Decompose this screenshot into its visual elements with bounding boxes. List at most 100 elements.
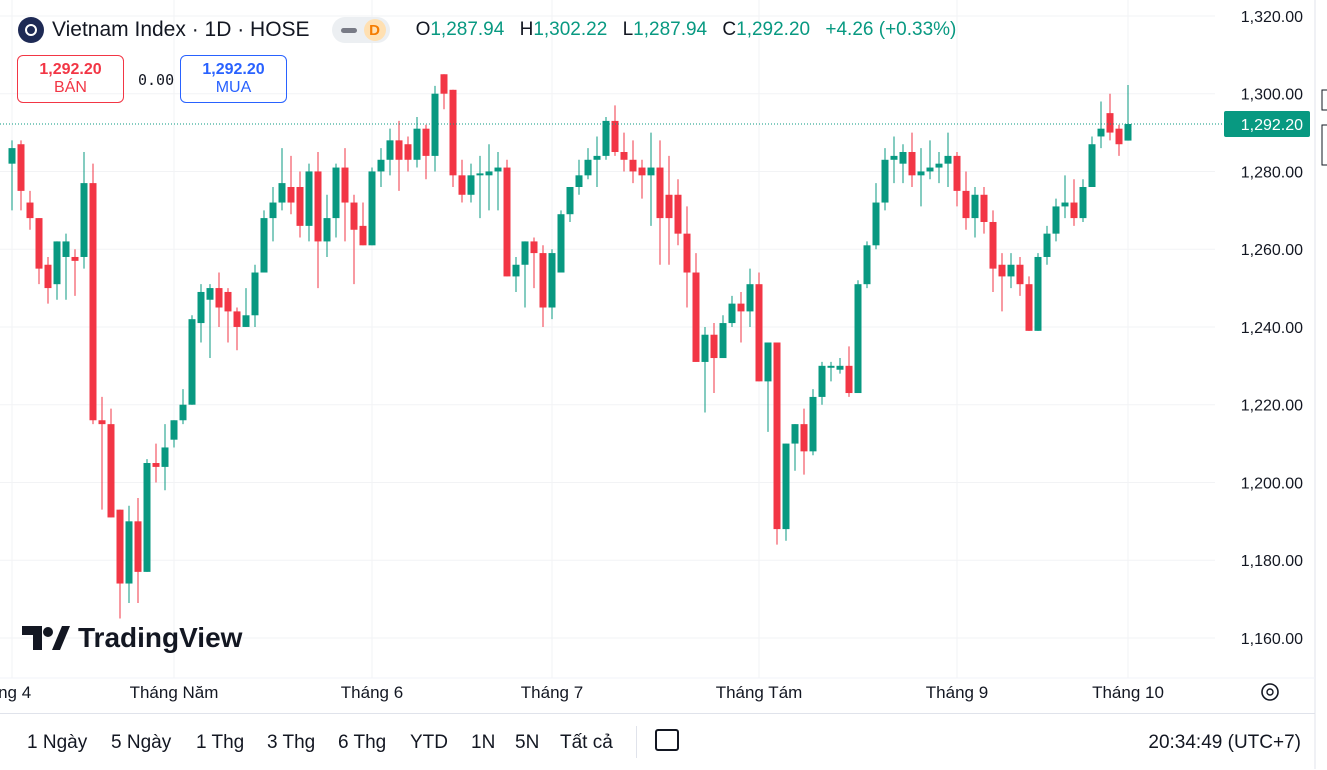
settings-icon-center xyxy=(1266,688,1274,696)
candle-body xyxy=(116,509,124,584)
candle-body xyxy=(323,218,331,242)
range-button[interactable]: 3 Thg xyxy=(267,732,316,753)
y-tick-label: 1,280.00 xyxy=(1241,164,1303,181)
candle-body xyxy=(305,171,313,226)
candle-body xyxy=(674,194,682,234)
candle-body xyxy=(152,463,160,467)
candle-body xyxy=(386,140,394,160)
candle-body xyxy=(593,155,601,160)
symbol-title[interactable]: Vietnam Index · 1D · HOSE xyxy=(52,18,310,41)
candle-body xyxy=(8,148,16,164)
sell-label: BÁN xyxy=(54,79,87,96)
candle-body xyxy=(26,202,34,219)
candle-body xyxy=(917,171,925,176)
candle-body xyxy=(35,218,43,269)
candle-body xyxy=(521,241,529,265)
y-tick-label: 1,160.00 xyxy=(1241,631,1303,648)
candle-body xyxy=(755,284,763,382)
candle-body xyxy=(602,120,610,156)
candle-body xyxy=(737,303,745,312)
candle-body xyxy=(422,128,430,156)
candle-body xyxy=(971,194,979,219)
clock[interactable]: 20:34:49 (UTC+7) xyxy=(1148,732,1301,753)
candle-body xyxy=(764,342,772,382)
sell-button[interactable]: 1,292.20 BÁN xyxy=(17,55,124,103)
last-price-box xyxy=(1224,111,1310,138)
y-tick-label: 1,260.00 xyxy=(1241,242,1303,259)
candle-body xyxy=(692,272,700,362)
candle-body xyxy=(269,202,277,219)
candle-body xyxy=(89,183,97,421)
candle-body xyxy=(566,186,574,215)
candle-body xyxy=(458,175,466,195)
candle-body xyxy=(845,365,853,394)
candle-body xyxy=(377,159,385,172)
range-button[interactable]: 5 Ngày xyxy=(111,732,172,753)
candle-body xyxy=(962,190,970,219)
x-tick-label: Tháng 10 xyxy=(1092,683,1164,702)
candle-body xyxy=(179,404,187,421)
market-status[interactable]: D xyxy=(331,17,390,43)
candle-body xyxy=(953,155,961,191)
badge: D xyxy=(363,19,386,41)
logo-icon xyxy=(22,626,70,650)
candle-body xyxy=(575,175,583,187)
candle-body xyxy=(368,171,376,246)
x-tick-label: Tháng 6 xyxy=(341,683,403,702)
candle-body xyxy=(62,241,70,257)
candle-body xyxy=(296,186,304,226)
l-label: L xyxy=(622,19,634,40)
candle-body xyxy=(467,175,475,195)
range-button[interactable]: YTD xyxy=(410,732,448,753)
legend-header: Vietnam Index · 1D · HOSE D O1,287.94 H1… xyxy=(18,17,956,43)
y-tick-label: 1,300.00 xyxy=(1241,87,1303,104)
candle-body xyxy=(395,140,403,160)
separator xyxy=(636,726,637,758)
candle-body xyxy=(647,167,655,176)
candle-body xyxy=(782,443,790,530)
candle-body xyxy=(818,365,826,397)
candle-body xyxy=(359,225,367,246)
candle-body xyxy=(161,447,169,467)
candle-body xyxy=(827,365,835,368)
candle-body xyxy=(449,89,457,176)
candle-body xyxy=(584,159,592,176)
candle-body xyxy=(431,93,439,156)
bottom-toolbar: 1 Ngày 5 Ngày 1 Thg 3 Thg 6 Thg YTD 1N 5N Tất cả… xyxy=(0,713,1315,770)
candle-body xyxy=(17,144,25,191)
settings-icon[interactable] xyxy=(1261,683,1279,701)
candle-body xyxy=(935,163,943,168)
candle-body xyxy=(557,214,565,273)
candle-body xyxy=(1124,124,1132,141)
candle-body xyxy=(242,315,250,327)
date-range-icon[interactable] xyxy=(655,729,679,751)
candle-body xyxy=(926,167,934,172)
candle-body xyxy=(791,424,799,444)
candle-body xyxy=(710,334,718,359)
candle-body xyxy=(1079,186,1087,219)
candle-body xyxy=(170,420,178,440)
candle-body xyxy=(1106,113,1114,133)
candle-body xyxy=(1007,264,1015,277)
candle-body xyxy=(872,202,880,246)
range-button[interactable]: 1 Thg xyxy=(196,732,245,753)
candle-body xyxy=(251,272,259,316)
candle-body xyxy=(683,233,691,273)
spread: 0.00 xyxy=(138,71,175,89)
candle-body xyxy=(1070,202,1078,219)
side-icon xyxy=(1321,89,1327,166)
candle-body xyxy=(1052,206,1060,234)
range-button[interactable]: Tất cả xyxy=(560,732,613,753)
buy-button[interactable]: 1,292.20 MUA xyxy=(180,55,287,103)
range-button[interactable]: 6 Thg xyxy=(338,732,387,753)
candle-body xyxy=(485,171,493,176)
y-tick-label: 1,220.00 xyxy=(1241,398,1303,415)
y-tick-label: 1,200.00 xyxy=(1241,475,1303,492)
h-value: 1,302.22 xyxy=(533,19,608,40)
range-button[interactable]: 1 Ngày xyxy=(27,732,88,753)
range-button[interactable]: 1N xyxy=(471,732,496,753)
buy-price: 1,292.20 xyxy=(202,61,265,78)
candle-body xyxy=(1034,256,1042,331)
candle-body xyxy=(80,183,88,257)
range-button[interactable]: 5N xyxy=(515,732,540,753)
